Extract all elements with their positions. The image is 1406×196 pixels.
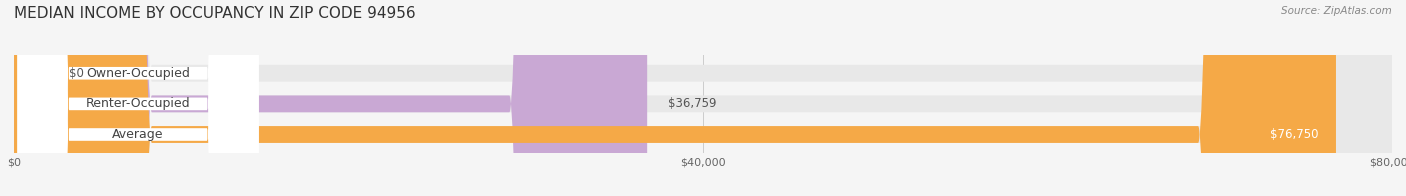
FancyBboxPatch shape [17,0,259,196]
FancyBboxPatch shape [17,0,259,196]
FancyBboxPatch shape [14,0,48,196]
Text: $0: $0 [69,67,84,80]
FancyBboxPatch shape [14,0,1392,196]
FancyBboxPatch shape [17,0,259,196]
Text: $36,759: $36,759 [668,97,716,110]
Text: MEDIAN INCOME BY OCCUPANCY IN ZIP CODE 94956: MEDIAN INCOME BY OCCUPANCY IN ZIP CODE 9… [14,6,416,21]
FancyBboxPatch shape [14,0,1392,196]
Text: Owner-Occupied: Owner-Occupied [86,67,190,80]
Text: Source: ZipAtlas.com: Source: ZipAtlas.com [1281,6,1392,16]
Text: $76,750: $76,750 [1270,128,1319,141]
Text: Renter-Occupied: Renter-Occupied [86,97,190,110]
Text: Average: Average [112,128,165,141]
FancyBboxPatch shape [14,0,1336,196]
FancyBboxPatch shape [14,0,647,196]
FancyBboxPatch shape [14,0,1392,196]
